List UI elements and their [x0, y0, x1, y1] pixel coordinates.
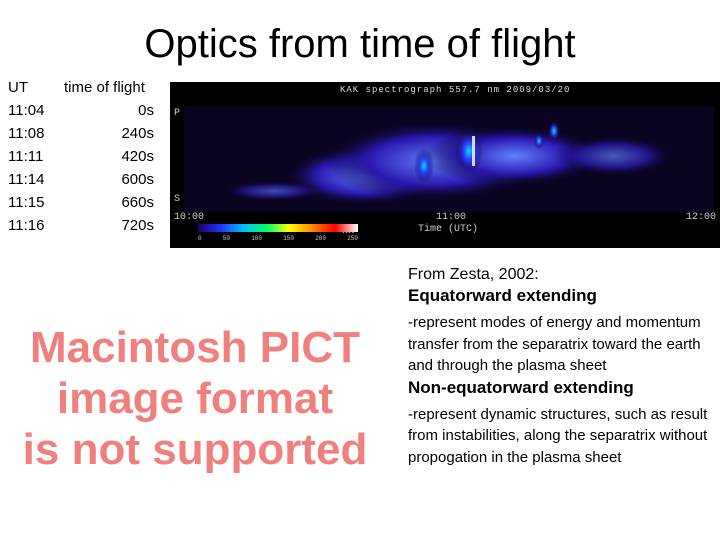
ut-cell: 11:14: [8, 171, 45, 188]
ut-cell: 11:16: [8, 217, 45, 234]
time-of-flight-table: UT time of flight 11:04 0s 11:08 240s 11…: [8, 76, 154, 237]
keogram-plot: [184, 106, 714, 212]
x-axis-label: Time (UTC): [418, 224, 479, 235]
y-axis-bottom-label: S: [174, 194, 181, 205]
tof-cell: 240s: [121, 125, 154, 142]
aurora-emission-graphic: [224, 121, 674, 206]
x-tick-start: 10:00: [174, 212, 205, 223]
spectrograph-header: KAK spectrograph 557.7 nm 2009/03/20: [340, 85, 571, 95]
table-row: 11:08 240s: [8, 122, 154, 145]
table-row: 11:04 0s: [8, 99, 154, 122]
tof-cell: 600s: [121, 171, 154, 188]
spectrograph-image: KAK spectrograph 557.7 nm 2009/03/20 P S: [170, 82, 720, 248]
slide-title: Optics from time of flight: [144, 22, 576, 66]
placeholder-line: image format: [56, 374, 334, 423]
ut-cell: 11:08: [8, 125, 45, 142]
colorbar: [198, 224, 358, 232]
unsupported-image-placeholder: Macintosh PICT image format is not suppo…: [0, 322, 390, 475]
heading-non-equatorward: Non-equatorward extending: [408, 377, 634, 397]
tof-cell: 420s: [121, 148, 154, 165]
y-axis-top-label: P: [174, 108, 181, 119]
table-row: 11:14 600s: [8, 168, 154, 191]
time-of-flight-header: time of flight: [64, 79, 145, 96]
colorbar-tick: 50: [222, 235, 230, 242]
table-row: 11:15 660s: [8, 191, 154, 214]
x-tick-mid: 11:00: [436, 212, 467, 223]
table-header-row: UT time of flight: [8, 76, 154, 99]
colorbar-ticks: 0 50 100 150 200 250: [198, 235, 358, 242]
colorbar-tick: 200: [315, 235, 326, 242]
table-row: 11:11 420s: [8, 145, 154, 168]
tof-cell: 720s: [121, 217, 154, 234]
placeholder-line: Macintosh PICT: [29, 323, 361, 372]
ut-cell: 11:11: [8, 148, 44, 165]
colorbar-tick: 150: [283, 235, 294, 242]
colorbar-tick: 250: [347, 235, 358, 242]
ut-cell: 11:04: [8, 102, 45, 119]
x-tick-end: 12:00: [686, 212, 717, 223]
explanation-text: From Zesta, 2002: Equatorward extending …: [408, 264, 708, 468]
description-equatorward: -represent modes of energy and momentum …: [408, 314, 701, 374]
table-row: 11:16 720s: [8, 214, 154, 237]
ut-cell: 11:15: [8, 194, 45, 211]
colorbar-tick: 100: [251, 235, 262, 242]
source-citation: From Zesta, 2002:: [408, 266, 539, 283]
heading-equatorward: Equatorward extending: [408, 286, 597, 305]
description-non-equatorward: -represent dynamic structures, such as r…: [408, 405, 708, 466]
ut-header: UT: [8, 79, 28, 96]
tof-cell: 660s: [121, 194, 154, 211]
colorbar-tick: 0: [198, 235, 202, 242]
tof-cell: 0s: [138, 102, 154, 119]
placeholder-line: is not supported: [22, 425, 368, 474]
